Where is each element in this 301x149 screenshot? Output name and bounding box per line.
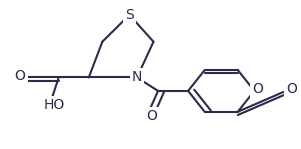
Text: S: S: [125, 8, 134, 22]
Text: O: O: [15, 69, 26, 83]
Text: O: O: [147, 109, 157, 123]
Text: N: N: [132, 70, 142, 84]
Text: HO: HO: [44, 98, 65, 112]
Text: O: O: [252, 82, 263, 96]
Text: O: O: [286, 82, 297, 96]
